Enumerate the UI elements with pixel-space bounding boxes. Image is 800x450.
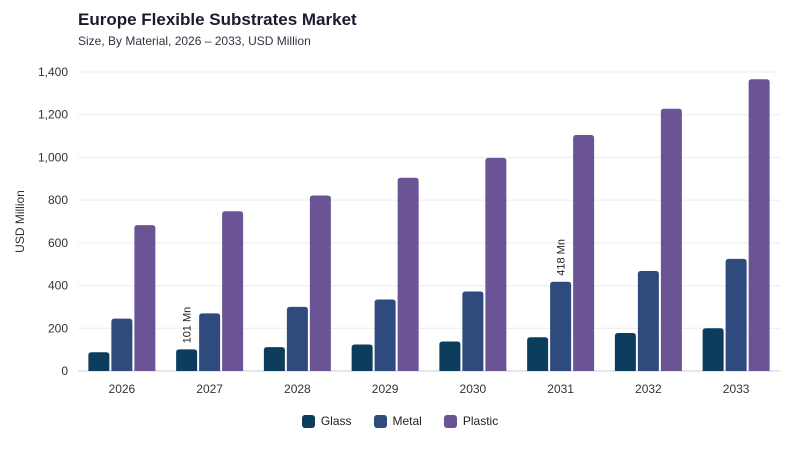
legend-swatch-plastic [443,414,457,428]
bar-metal-2031 [550,281,572,371]
bar-chart: 0 200 400 600 800 1,000 1,200 1,400 USD Million 2… [13,65,780,396]
y-tick-label: 0 [61,364,68,378]
bar-plastic-2033 [748,79,770,372]
y-tick-label: 1,200 [38,108,68,122]
y-axis-label: USD Million [13,190,27,253]
y-tick-label: 600 [48,236,68,250]
bar-glass-2032 [614,332,636,371]
y-tick-label: 1,400 [38,65,68,79]
y-tick-label: 200 [48,321,68,335]
y-tick-label: 1,000 [38,150,68,164]
x-tick-label: 2029 [372,382,399,396]
bar-plastic-2027 [222,211,244,371]
legend-label-plastic: Plastic [462,414,499,428]
bar-metal-2033 [725,258,747,371]
bar-plastic-2026 [134,225,156,371]
x-tick-label: 2028 [284,382,311,396]
bar-plastic-2032 [660,108,682,371]
legend-item-glass: Glass [301,414,352,428]
y-tick-label: 400 [48,279,68,293]
x-tick-label: 2027 [196,382,223,396]
y-tick-label: 800 [48,193,68,207]
bar-plastic-2030 [485,157,507,371]
bar-glass-2028 [263,347,285,371]
legend-item-metal: Metal [373,414,422,428]
x-tick-label: 2030 [460,382,487,396]
legend-swatch-glass [301,414,315,428]
legend-label-glass: Glass [320,414,352,428]
bar-glass-2030 [439,341,461,371]
x-tick-label: 2033 [723,382,750,396]
x-tick-label: 2032 [635,382,662,396]
bar-metal-2029 [374,299,396,371]
bar-metal-2030 [462,291,484,371]
bar-plastic-2031 [573,135,595,371]
bar-metal-2026 [111,318,133,371]
bar-glass-2027 [176,349,198,371]
x-tick-label: 2026 [109,382,136,396]
x-tick-label: 2031 [547,382,574,396]
legend-item-plastic: Plastic [443,414,499,428]
data-label: 418 Mn [556,239,568,276]
bar-plastic-2028 [309,195,331,371]
bar-metal-2027 [199,313,221,371]
chart-title: Europe Flexible Substrates Market [78,10,357,29]
bar-glass-2026 [88,352,110,371]
legend-label-metal: Metal [392,414,422,428]
bar-glass-2031 [527,337,549,371]
chart-subtitle: Size, By Material, 2026 – 2033, USD Mill… [78,34,311,48]
chart-legend: Glass Metal Plastic [0,414,800,428]
bar-plastic-2029 [397,177,419,371]
bar-metal-2032 [637,271,659,371]
data-label: 101 Mn [182,307,194,344]
bar-metal-2028 [286,306,308,371]
bar-glass-2029 [351,344,373,371]
legend-swatch-metal [373,414,387,428]
bar-glass-2033 [702,328,724,371]
